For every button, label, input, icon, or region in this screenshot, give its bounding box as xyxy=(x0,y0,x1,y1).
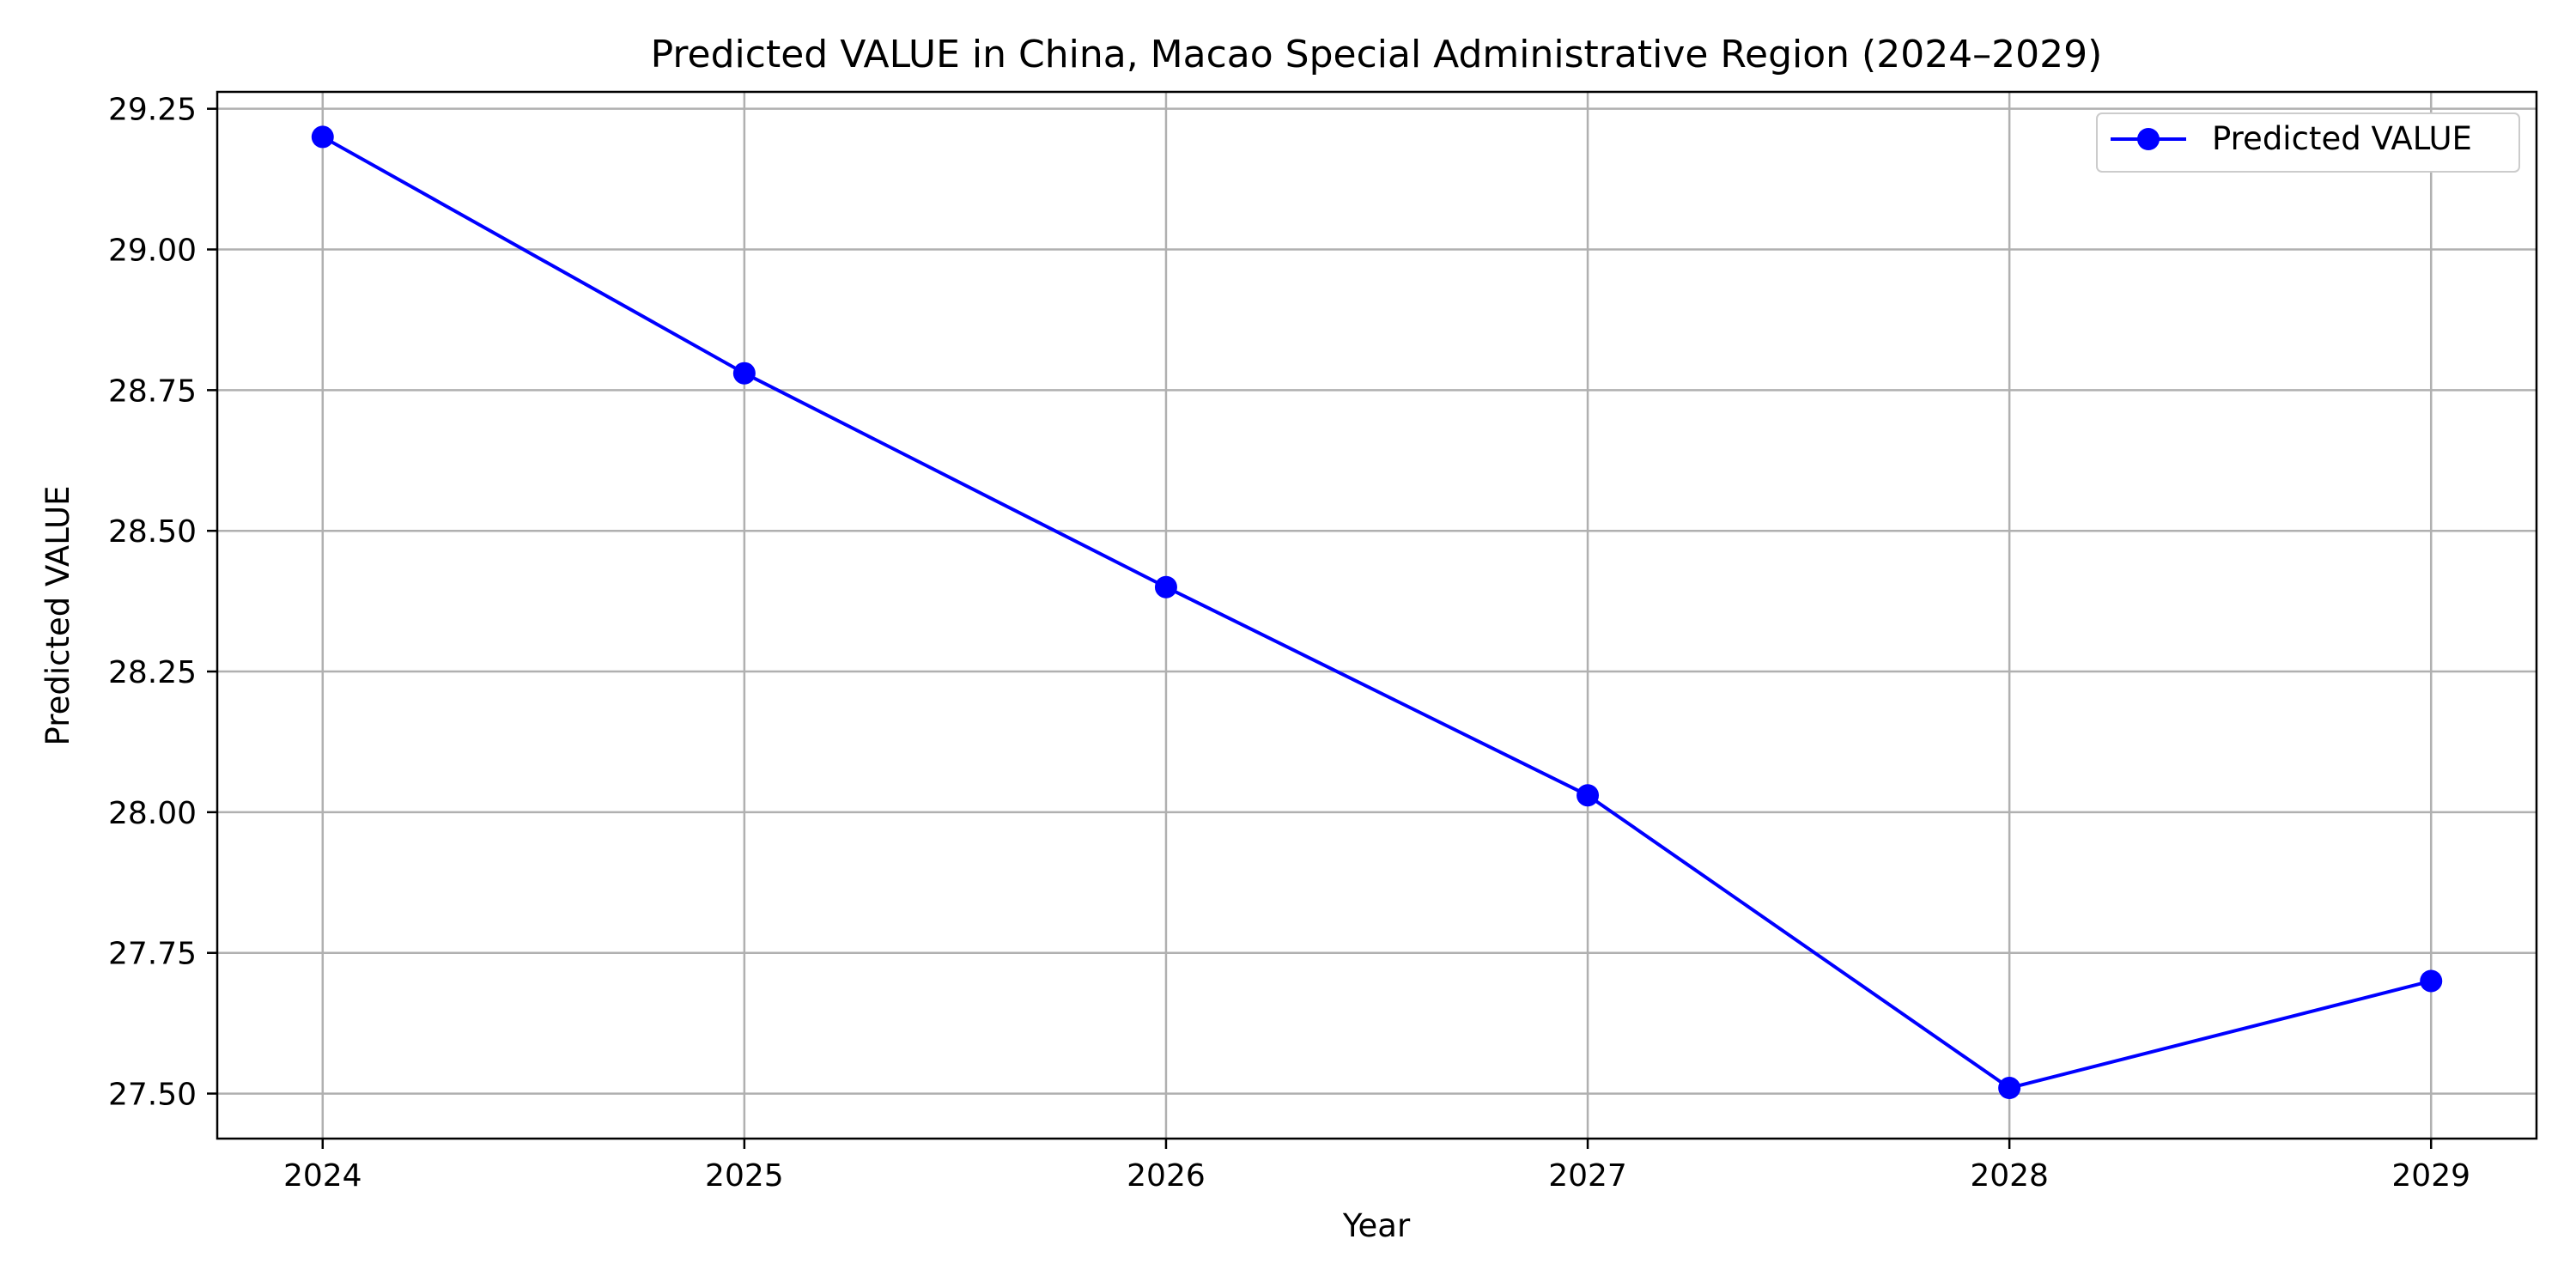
y-tick-label: 28.00 xyxy=(108,796,197,831)
y-axis-label: Predicted VALUE xyxy=(39,486,76,746)
data-point-marker xyxy=(311,125,334,149)
data-point-marker xyxy=(1154,575,1177,598)
legend-marker-swatch xyxy=(2137,128,2160,150)
y-tick-label: 29.25 xyxy=(108,93,197,128)
plot-area-frame xyxy=(216,90,2538,1140)
x-tick-label: 2025 xyxy=(705,1158,784,1194)
data-point-marker xyxy=(1998,1077,2021,1100)
data-point-marker xyxy=(1577,784,1600,807)
chart-title: Predicted VALUE in China, Macao Special … xyxy=(651,33,2103,76)
y-tick-label: 28.25 xyxy=(108,655,197,690)
x-tick-label: 2029 xyxy=(2391,1158,2470,1194)
y-tick-label: 27.50 xyxy=(108,1078,197,1113)
legend-label: Predicted VALUE xyxy=(2212,120,2472,157)
x-tick-label: 2026 xyxy=(1127,1158,1206,1194)
y-tick-label: 27.75 xyxy=(108,937,197,972)
x-axis-label: Year xyxy=(1342,1207,1411,1244)
x-tick-label: 2024 xyxy=(283,1158,362,1194)
y-tick-label: 28.75 xyxy=(108,374,197,409)
x-tick-label: 2028 xyxy=(1970,1158,2049,1194)
data-point-marker xyxy=(2420,969,2443,993)
series-line xyxy=(321,135,2432,1091)
data-point-marker xyxy=(732,361,756,385)
legend-box xyxy=(2096,112,2520,173)
y-tick-label: 29.00 xyxy=(108,234,197,269)
legend: Predicted VALUE xyxy=(2096,112,2520,173)
x-tick-label: 2027 xyxy=(1548,1158,1627,1194)
grid-layer xyxy=(217,92,2537,1139)
plot-layer xyxy=(311,125,2443,1100)
axis-layer: 2024 2025 2026 2027 2028 2029 27.50 27.75 28.00 2… xyxy=(108,93,2470,1194)
y-tick-label: 28.50 xyxy=(108,514,197,550)
